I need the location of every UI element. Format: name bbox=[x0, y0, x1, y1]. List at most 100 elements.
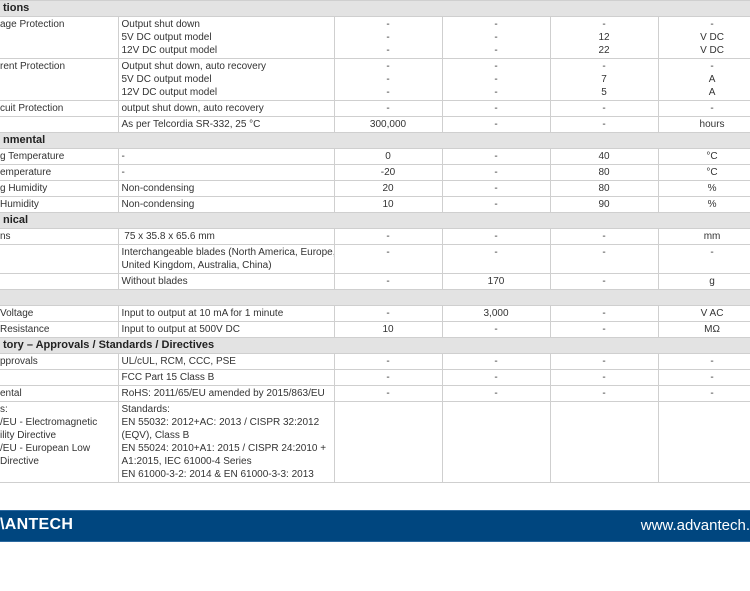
parameter-cell: s: /EU - Electromagnetic ility Directive… bbox=[0, 401, 119, 483]
typ-cell: - bbox=[441, 100, 551, 117]
min-cell: - bbox=[333, 369, 443, 386]
section-title: nmental bbox=[0, 132, 750, 149]
table-row: ental RoHS: 2011/65/EU amended by 2015/86… bbox=[0, 385, 750, 402]
condition-cell: Without blades bbox=[117, 273, 335, 290]
condition-cell: Output shut down, auto recovery 5V DC ou… bbox=[117, 58, 335, 101]
condition-cell: Output shut down 5V DC output model 12V … bbox=[117, 16, 335, 59]
typ-cell bbox=[441, 401, 551, 483]
section-title: tory – Approvals / Standards / Directive… bbox=[0, 337, 750, 354]
parameter-cell: cuit Protection bbox=[0, 100, 119, 117]
table-row: Resistance Input to output at 500V DC 10- -… bbox=[0, 321, 750, 338]
max-cell: - bbox=[549, 385, 659, 402]
parameter-cell: emperature bbox=[0, 164, 119, 181]
condition-cell: Interchangeable blades (North America, E… bbox=[117, 244, 335, 274]
parameter-cell bbox=[0, 116, 119, 133]
condition-cell: - bbox=[117, 148, 335, 165]
min-cell: 10 bbox=[333, 196, 443, 213]
min-cell: - bbox=[333, 100, 443, 117]
section-header: nmental bbox=[0, 132, 750, 149]
unit-cell: % bbox=[657, 196, 750, 213]
table-row: g Temperature -0-40 °C bbox=[0, 148, 750, 165]
unit-cell: - bbox=[657, 369, 750, 386]
typ-cell: - bbox=[441, 244, 551, 274]
condition-cell: FCC Part 15 Class B bbox=[117, 369, 335, 386]
max-cell: 80 bbox=[549, 164, 659, 181]
section-title bbox=[0, 289, 750, 306]
max-cell: - bbox=[549, 305, 659, 322]
min-cell: 10 bbox=[333, 321, 443, 338]
typ-cell: - - - bbox=[441, 16, 551, 59]
parameter-cell: g Humidity bbox=[0, 180, 119, 197]
unit-cell: V AC bbox=[657, 305, 750, 322]
unit-cell: mm bbox=[657, 228, 750, 245]
unit-cell: hours bbox=[657, 116, 750, 133]
parameter-cell: ental bbox=[0, 385, 119, 402]
min-cell: 300,000 bbox=[333, 116, 443, 133]
min-cell: - bbox=[333, 244, 443, 274]
min-cell: - bbox=[333, 273, 443, 290]
unit-cell: °C bbox=[657, 164, 750, 181]
min-cell: - - - bbox=[333, 58, 443, 101]
typ-cell: - bbox=[441, 353, 551, 370]
max-cell: - 12 22 bbox=[549, 16, 659, 59]
parameter-cell bbox=[0, 244, 119, 274]
parameter-cell: age Protection bbox=[0, 16, 119, 59]
unit-cell: °C bbox=[657, 148, 750, 165]
condition-cell: Non-condensing bbox=[117, 196, 335, 213]
max-cell: - bbox=[549, 353, 659, 370]
section-header: nical bbox=[0, 212, 750, 229]
typ-cell: - bbox=[441, 180, 551, 197]
condition-cell: Input to output at 10 mA for 1 minute bbox=[117, 305, 335, 322]
unit-cell: MΩ bbox=[657, 321, 750, 338]
typ-cell: - bbox=[441, 164, 551, 181]
max-cell: - bbox=[549, 273, 659, 290]
parameter-cell: pprovals bbox=[0, 353, 119, 370]
unit-cell bbox=[657, 401, 750, 483]
max-cell: 90 bbox=[549, 196, 659, 213]
parameter-cell: ns bbox=[0, 228, 119, 245]
parameter-cell: Resistance bbox=[0, 321, 119, 338]
section-title: tions bbox=[0, 0, 750, 17]
unit-cell: - bbox=[657, 100, 750, 117]
min-cell: 0 bbox=[333, 148, 443, 165]
table-row: emperature - -20-80 °C bbox=[0, 164, 750, 181]
unit-cell: g bbox=[657, 273, 750, 290]
max-cell: 40 bbox=[549, 148, 659, 165]
typ-cell: - bbox=[441, 385, 551, 402]
condition-cell: Input to output at 500V DC bbox=[117, 321, 335, 338]
parameter-cell: g Temperature bbox=[0, 148, 119, 165]
unit-cell: - bbox=[657, 385, 750, 402]
max-cell: - bbox=[549, 100, 659, 117]
footer-bar: \ANTECH www.advantech. bbox=[0, 510, 750, 542]
min-cell: 20 bbox=[333, 180, 443, 197]
table-row: Voltage Input to output at 10 mA for 1 mi… bbox=[0, 305, 750, 322]
max-cell: 80 bbox=[549, 180, 659, 197]
table-row: s: /EU - Electromagnetic ility Directive… bbox=[0, 401, 750, 483]
typ-cell: - bbox=[441, 148, 551, 165]
table-row: FCC Part 15 Class B---- bbox=[0, 369, 750, 386]
typ-cell: - bbox=[441, 116, 551, 133]
specifications-table: tions age Protection Output shut down 5V D… bbox=[0, 0, 750, 483]
unit-cell: - bbox=[657, 353, 750, 370]
section-header bbox=[0, 289, 750, 306]
typ-cell: 3,000 bbox=[441, 305, 551, 322]
typ-cell: - bbox=[441, 321, 551, 338]
section-title: nical bbox=[0, 212, 750, 229]
min-cell: - bbox=[333, 385, 443, 402]
advantech-logo: \ANTECH bbox=[0, 516, 74, 533]
condition-cell: Non-condensing bbox=[117, 180, 335, 197]
section-header: tory – Approvals / Standards / Directive… bbox=[0, 337, 750, 354]
max-cell: - bbox=[549, 244, 659, 274]
typ-cell: - bbox=[441, 196, 551, 213]
table-row: age Protection Output shut down 5V DC out… bbox=[0, 16, 750, 59]
unit-cell: - bbox=[657, 244, 750, 274]
min-cell: - bbox=[333, 353, 443, 370]
condition-cell: UL/cUL, RCM, CCC, PSE bbox=[117, 353, 335, 370]
min-cell: - bbox=[333, 305, 443, 322]
website-link[interactable]: www.advantech. bbox=[640, 517, 750, 534]
table-row: cuit Protection output shut down, auto re… bbox=[0, 100, 750, 117]
condition-cell: 75 x 35.8 x 65.6 mm bbox=[117, 228, 335, 245]
typ-cell: - bbox=[441, 228, 551, 245]
max-cell: - bbox=[549, 321, 659, 338]
table-row: As per Telcordia SR-332, 25 °C 300,000- - h… bbox=[0, 116, 750, 133]
